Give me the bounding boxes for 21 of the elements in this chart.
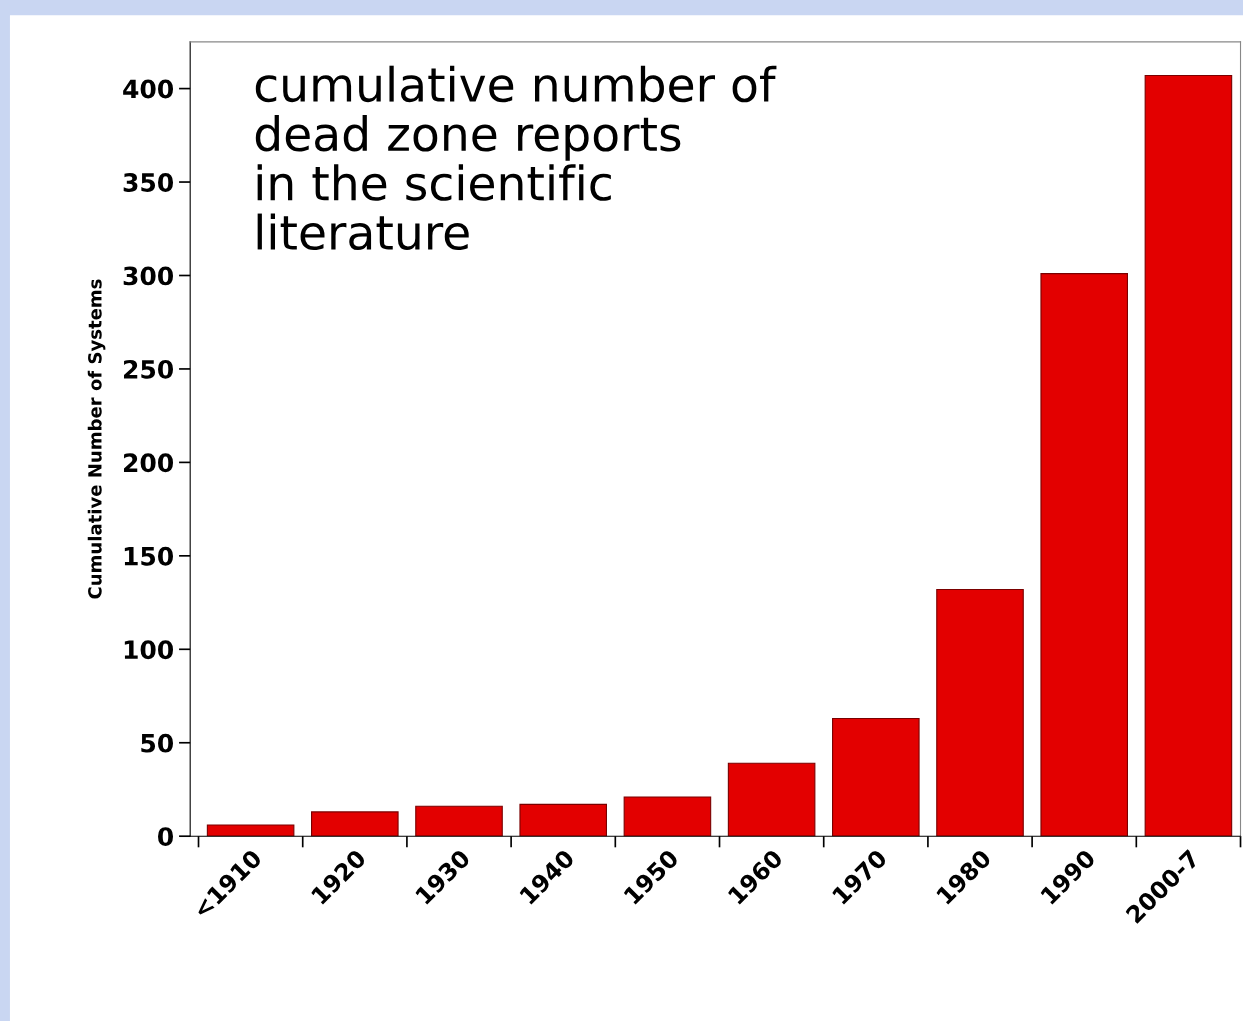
y-tick-label: 350 (123, 172, 174, 192)
y-tick-label: 400 (123, 79, 174, 99)
y-axis-title: Cumulative Number of Systems (87, 279, 106, 599)
y-tick-label: 250 (124, 359, 174, 379)
y-tick-label: 200 (124, 453, 174, 473)
y-tick-label: 150 (124, 546, 174, 566)
bar (415, 805, 503, 837)
annotation: cumulative number of dead zone reports in the scientific literature (255, 65, 777, 251)
bar (936, 588, 1024, 837)
bar (727, 762, 816, 837)
bar (1144, 74, 1233, 837)
y-tick-label: 50 (141, 733, 174, 753)
y-tick-label: 0 (158, 827, 174, 847)
y-tick-label: 300 (123, 266, 174, 286)
bar (311, 811, 399, 837)
bar (206, 824, 295, 837)
bar (1040, 273, 1129, 837)
bar (623, 796, 712, 837)
bar (832, 717, 920, 837)
y-tick-label: 100 (124, 640, 174, 660)
bar (519, 803, 608, 837)
